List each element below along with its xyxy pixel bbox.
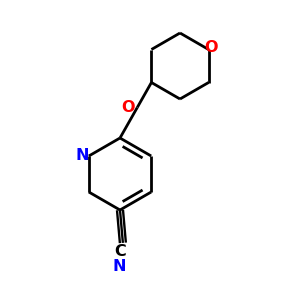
Text: O: O [204, 40, 218, 56]
Text: O: O [122, 100, 135, 115]
Text: N: N [112, 260, 126, 274]
Text: N: N [76, 148, 89, 164]
Text: C: C [114, 244, 126, 260]
